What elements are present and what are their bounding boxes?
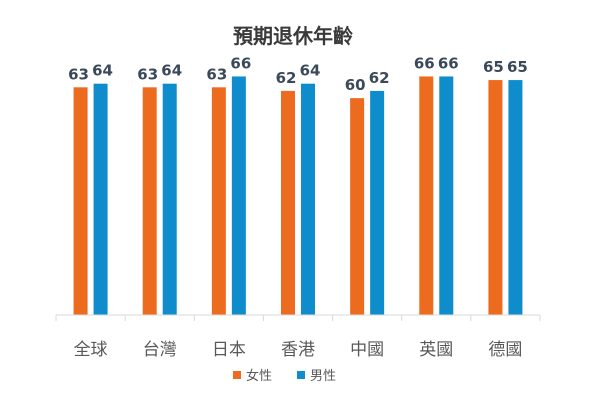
bar-male-0 bbox=[93, 83, 108, 315]
bar-male-3 bbox=[301, 83, 315, 315]
data-label-male-6: 65 bbox=[507, 58, 528, 76]
bar-female-6 bbox=[488, 80, 503, 315]
x-tick-label: 日本 bbox=[212, 340, 246, 360]
x-tick-label: 中國 bbox=[350, 340, 384, 360]
data-label-female-3: 62 bbox=[276, 69, 297, 87]
data-label-female-2: 63 bbox=[206, 65, 227, 83]
x-axis-labels: 全球 台灣 日本 香港 中國 英國 德國 bbox=[74, 340, 523, 360]
x-tick-label: 英國 bbox=[419, 340, 453, 360]
x-axis-ticks bbox=[55, 315, 541, 321]
data-label-female-1: 63 bbox=[137, 65, 158, 83]
x-tick-label: 台灣 bbox=[143, 340, 177, 360]
bar-male-2 bbox=[231, 76, 246, 315]
data-label-male-5: 66 bbox=[438, 54, 459, 72]
bar-male-4 bbox=[370, 90, 385, 316]
data-label-male-0: 64 bbox=[92, 62, 113, 80]
legend-swatch-female bbox=[233, 371, 241, 379]
bar-male-1 bbox=[162, 83, 177, 315]
bar-male-6 bbox=[508, 80, 523, 315]
data-label-male-2: 66 bbox=[230, 54, 251, 72]
data-label-male-1: 64 bbox=[161, 62, 182, 80]
legend-label-male: 男性 bbox=[310, 369, 336, 384]
bar-female-1 bbox=[142, 87, 157, 315]
bar-female-2 bbox=[211, 87, 226, 315]
x-tick-label: 德國 bbox=[488, 340, 522, 360]
data-label-female-6: 65 bbox=[483, 58, 504, 76]
bar-female-4 bbox=[350, 98, 365, 316]
legend-swatch-male bbox=[297, 371, 305, 379]
data-label-female-5: 66 bbox=[414, 54, 435, 72]
data-label-female-4: 60 bbox=[345, 76, 366, 94]
x-tick-label: 全球 bbox=[74, 340, 108, 360]
data-label-male-3: 64 bbox=[300, 62, 321, 80]
legend: 女性 男性 bbox=[233, 368, 336, 384]
x-tick-label: 香港 bbox=[281, 340, 315, 360]
data-label-female-0: 63 bbox=[68, 65, 89, 83]
data-label-male-4: 62 bbox=[369, 69, 390, 87]
bar-female-0 bbox=[73, 87, 88, 315]
chart-title: 預期退休年齡 bbox=[233, 24, 353, 48]
legend-label-female: 女性 bbox=[246, 368, 272, 384]
bar-female-3 bbox=[281, 90, 295, 316]
bar-female-5 bbox=[419, 76, 434, 315]
bar-male-5 bbox=[439, 76, 454, 315]
